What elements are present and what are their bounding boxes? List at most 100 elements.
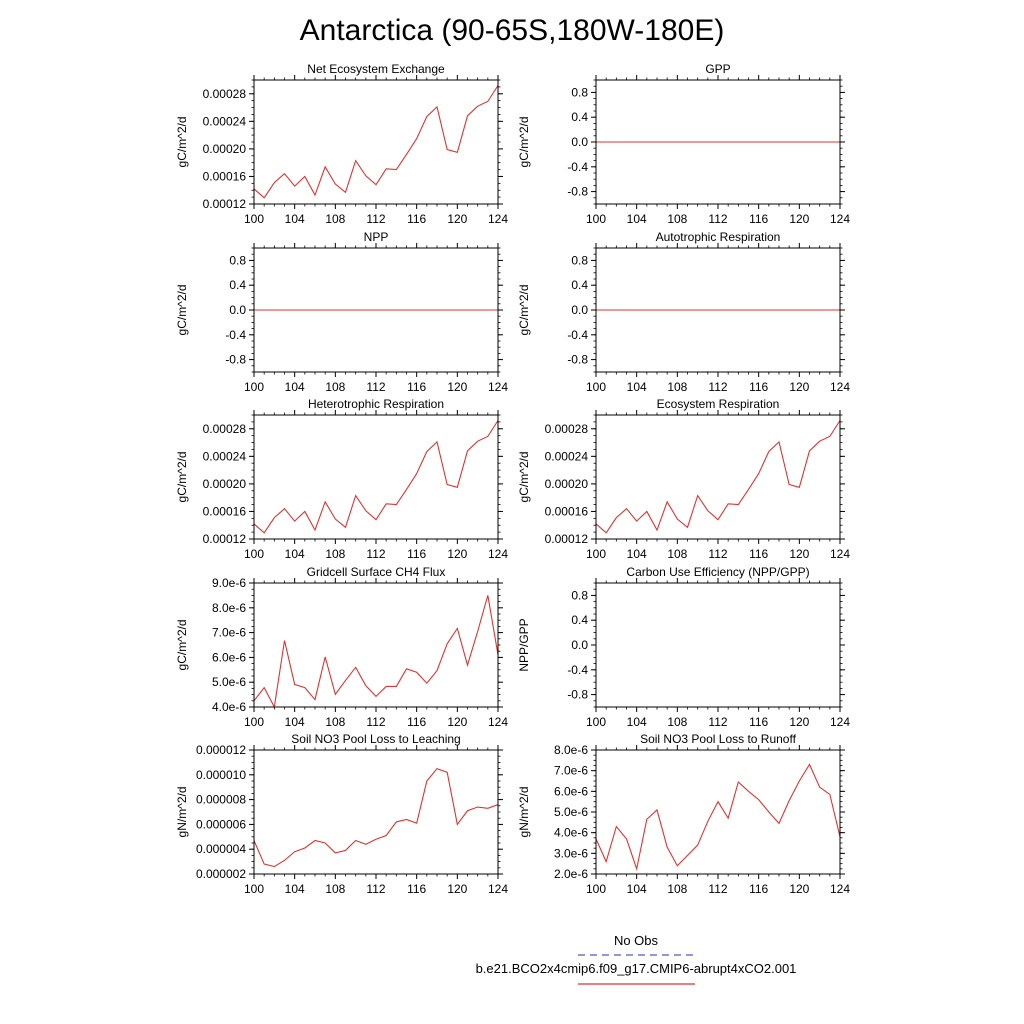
panel-title: Ecosystem Respiration bbox=[657, 397, 780, 411]
panel-no3_leach: Soil NO3 Pool Loss to Leaching gN/m^2/d 0.… bbox=[175, 732, 508, 896]
x-tick-label: 112 bbox=[708, 212, 727, 226]
panel-title: NPP bbox=[364, 230, 389, 244]
x-tick-label: 108 bbox=[667, 882, 687, 896]
series-line bbox=[253, 767, 499, 868]
panel-er: Ecosystem Respiration gC/m^2/d 0.00012 0.00… bbox=[517, 397, 850, 561]
series-line bbox=[253, 85, 499, 199]
y-tick-label: 6.0e-6 bbox=[212, 650, 246, 664]
y-tick-label: 0.000004 bbox=[196, 842, 246, 856]
x-tick-label: 100 bbox=[586, 380, 606, 394]
x-tick-label: 104 bbox=[627, 715, 647, 729]
y-tick-label: 0.00020 bbox=[545, 477, 589, 491]
y-tick-label: 0.00020 bbox=[203, 142, 247, 156]
x-tick-label: 104 bbox=[285, 882, 305, 896]
x-tick-label: 100 bbox=[244, 882, 264, 896]
x-tick-label: 108 bbox=[667, 380, 687, 394]
y-tick-label: 0.0 bbox=[571, 638, 588, 652]
x-tick-label: 116 bbox=[407, 715, 426, 729]
panel-no3_runoff: Soil NO3 Pool Loss to Runoff gN/m^2/d 2.0e… bbox=[517, 732, 850, 896]
legend-obs-label: No Obs bbox=[614, 933, 659, 948]
y-tick-label: 0.8 bbox=[229, 253, 246, 267]
plot-frame bbox=[595, 414, 841, 540]
x-tick-label: 112 bbox=[366, 547, 385, 561]
y-tick-label: 0.8 bbox=[571, 588, 588, 602]
x-tick-label: 108 bbox=[667, 212, 687, 226]
panel-title: Autotrophic Respiration bbox=[656, 230, 781, 244]
y-tick-label: 0.4 bbox=[571, 613, 588, 627]
x-tick-label: 100 bbox=[586, 715, 606, 729]
x-tick-label: 108 bbox=[325, 715, 345, 729]
y-axis-label: gC/m^2/d bbox=[175, 452, 189, 503]
y-tick-label: -0.8 bbox=[567, 688, 588, 702]
y-tick-label: 9.0e-6 bbox=[212, 576, 246, 590]
x-tick-label: 124 bbox=[830, 380, 850, 394]
panel-title: Net Ecosystem Exchange bbox=[307, 62, 445, 76]
x-tick-label: 120 bbox=[789, 547, 809, 561]
x-tick-label: 100 bbox=[244, 547, 264, 561]
panel-title: GPP bbox=[705, 62, 730, 76]
plot-frame bbox=[253, 414, 499, 540]
x-tick-label: 116 bbox=[749, 212, 768, 226]
x-tick-label: 116 bbox=[407, 882, 426, 896]
x-tick-label: 108 bbox=[667, 547, 687, 561]
y-tick-label: 2.0e-6 bbox=[554, 867, 588, 881]
panel-title: Heterotrophic Respiration bbox=[308, 397, 444, 411]
x-tick-label: 120 bbox=[447, 212, 467, 226]
y-tick-label: -0.8 bbox=[567, 185, 588, 199]
panel-cue: Carbon Use Efficiency (NPP/GPP) NPP/GPP -0… bbox=[517, 565, 850, 729]
panel-title: Gridcell Surface CH4 Flux bbox=[307, 565, 446, 579]
plot-frame bbox=[595, 79, 841, 205]
y-tick-label: 0.4 bbox=[571, 110, 588, 124]
y-tick-label: 0.4 bbox=[571, 278, 588, 292]
y-tick-label: 7.0e-6 bbox=[554, 764, 588, 778]
x-tick-label: 124 bbox=[830, 547, 850, 561]
y-tick-label: 0.00024 bbox=[203, 449, 247, 463]
x-tick-label: 104 bbox=[285, 715, 305, 729]
figure-title: Antarctica (90-65S,180W-180E) bbox=[300, 14, 725, 47]
x-tick-label: 120 bbox=[789, 212, 809, 226]
panel-nee: Net Ecosystem Exchange gC/m^2/d 0.00012 0.0… bbox=[175, 62, 508, 226]
plot-frame bbox=[595, 247, 841, 373]
x-tick-label: 124 bbox=[488, 715, 508, 729]
y-tick-label: 0.4 bbox=[229, 278, 246, 292]
y-tick-label: 0.00028 bbox=[545, 422, 589, 436]
x-tick-label: 112 bbox=[366, 882, 385, 896]
y-tick-label: 0.0 bbox=[571, 303, 588, 317]
panel-ar: Autotrophic Respiration gC/m^2/d -0.8 -0.4 0… bbox=[517, 230, 850, 394]
x-tick-label: 120 bbox=[447, 380, 467, 394]
x-tick-label: 120 bbox=[789, 380, 809, 394]
x-tick-label: 112 bbox=[708, 380, 727, 394]
y-tick-label: 5.0e-6 bbox=[554, 805, 588, 819]
x-tick-label: 116 bbox=[407, 212, 426, 226]
y-tick-label: 0.00028 bbox=[203, 422, 247, 436]
x-tick-label: 124 bbox=[488, 212, 508, 226]
y-tick-label: 0.00028 bbox=[203, 87, 247, 101]
series-line bbox=[595, 763, 841, 871]
y-tick-label: -0.4 bbox=[567, 160, 588, 174]
plot-frame bbox=[253, 749, 499, 875]
x-tick-label: 100 bbox=[244, 380, 264, 394]
x-tick-label: 108 bbox=[325, 212, 345, 226]
x-tick-label: 116 bbox=[407, 547, 426, 561]
x-tick-label: 116 bbox=[407, 380, 426, 394]
y-axis-label: gN/m^2/d bbox=[175, 787, 189, 838]
x-tick-label: 116 bbox=[749, 547, 768, 561]
y-tick-label: 0.8 bbox=[571, 85, 588, 99]
y-tick-label: 0.00016 bbox=[203, 504, 247, 518]
x-tick-label: 116 bbox=[749, 380, 768, 394]
x-tick-label: 104 bbox=[285, 547, 305, 561]
x-tick-label: 100 bbox=[586, 212, 606, 226]
panel-title: Carbon Use Efficiency (NPP/GPP) bbox=[626, 565, 809, 579]
x-tick-label: 100 bbox=[244, 715, 264, 729]
x-tick-label: 108 bbox=[325, 882, 345, 896]
y-axis-label: gC/m^2/d bbox=[517, 117, 531, 168]
x-tick-label: 104 bbox=[627, 547, 647, 561]
y-tick-label: -0.4 bbox=[225, 328, 246, 342]
y-tick-label: 8.0e-6 bbox=[554, 743, 588, 757]
y-axis-label: gC/m^2/d bbox=[175, 117, 189, 168]
plot-frame bbox=[253, 582, 499, 708]
x-tick-label: 104 bbox=[627, 212, 647, 226]
x-tick-label: 124 bbox=[488, 882, 508, 896]
panel-npp: NPP gC/m^2/d -0.8 -0.4 0.0 0.4 0.8 100 104 108 112… bbox=[175, 230, 508, 394]
